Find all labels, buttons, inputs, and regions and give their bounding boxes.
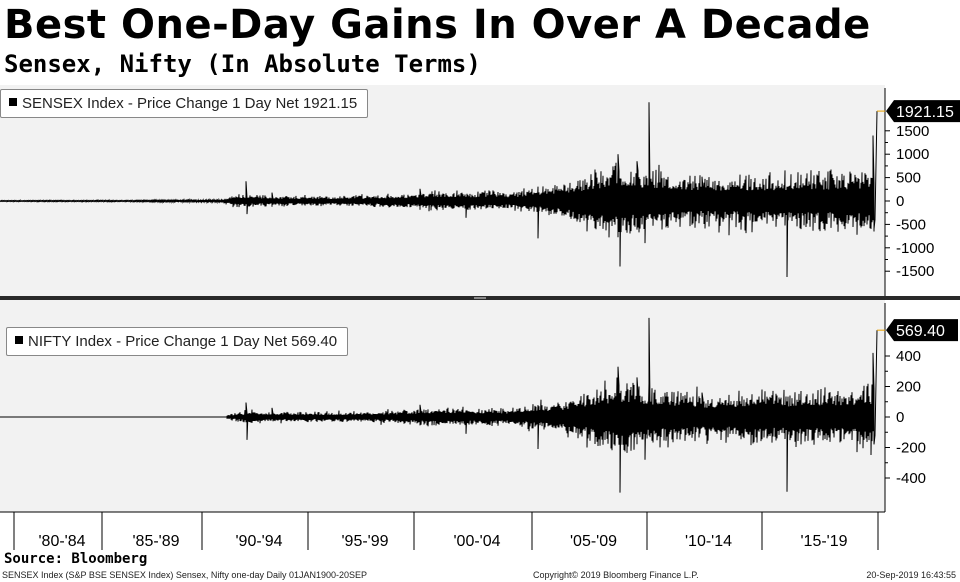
y-tick-label: 0 [896,193,904,210]
x-tick-label: '85-'89 [132,533,179,550]
nifty-series-line [0,317,878,493]
chart-subtitle: Sensex, Nifty (In Absolute Terms) [4,50,481,78]
y-tick-label: 400 [896,348,921,365]
chart-canvas: 1500 1000 500 0 -500 -1000 -1500 1921.15 400 200 0… [0,88,960,550]
y-tick-label: -1000 [896,240,934,257]
panel-resize-handle [474,297,486,299]
last-value-label: 1921.15 [896,104,954,121]
y-tick-label: 200 [896,379,921,396]
x-tick-label: '80-'84 [38,533,85,550]
sensex-legend[interactable]: SENSEX Index - Price Change 1 Day Net 19… [0,89,369,118]
y-tick-label: -200 [896,440,926,457]
source-note: Source: Bloomberg [4,551,148,567]
footer-center: Copyright© 2019 Bloomberg Finance L.P. [533,570,699,580]
y-tick-label: 1500 [896,123,929,140]
x-tick-label: '00-'04 [453,533,500,550]
chart-title: Best One-Day Gains In Over A Decade [4,2,871,48]
legend-swatch-icon [9,98,17,107]
x-tick-label: '10-'14 [685,533,732,550]
y-tick-label: 500 [896,170,921,187]
sensex-legend-label: SENSEX Index - Price Change 1 Day Net 19… [22,95,358,112]
last-value-tag [886,319,958,342]
x-tick-label: '90-'94 [235,533,282,550]
footer-right: 20-Sep-2019 16:43:55 [866,570,956,580]
x-tick-label: '95-'99 [341,533,388,550]
footer-left: SENSEX Index (S&P BSE SENSEX Index) Sens… [2,570,368,580]
y-tick-label: 0 [896,409,904,426]
x-tick-label: '15-'19 [800,533,847,550]
y-tick-label: 1000 [896,146,929,163]
legend-swatch-icon [15,336,23,345]
x-tick-label: '05-'09 [570,533,617,550]
y-tick-label: -500 [896,216,926,233]
last-value-label: 569.40 [896,323,945,340]
nifty-legend-label: NIFTY Index - Price Change 1 Day Net 569… [28,333,338,350]
last-value-tag [886,100,960,123]
y-tick-label: -400 [896,470,926,487]
sensex-series-line [0,102,878,278]
y-tick-label: -1500 [896,263,934,280]
nifty-legend[interactable]: NIFTY Index - Price Change 1 Day Net 569… [6,327,349,356]
